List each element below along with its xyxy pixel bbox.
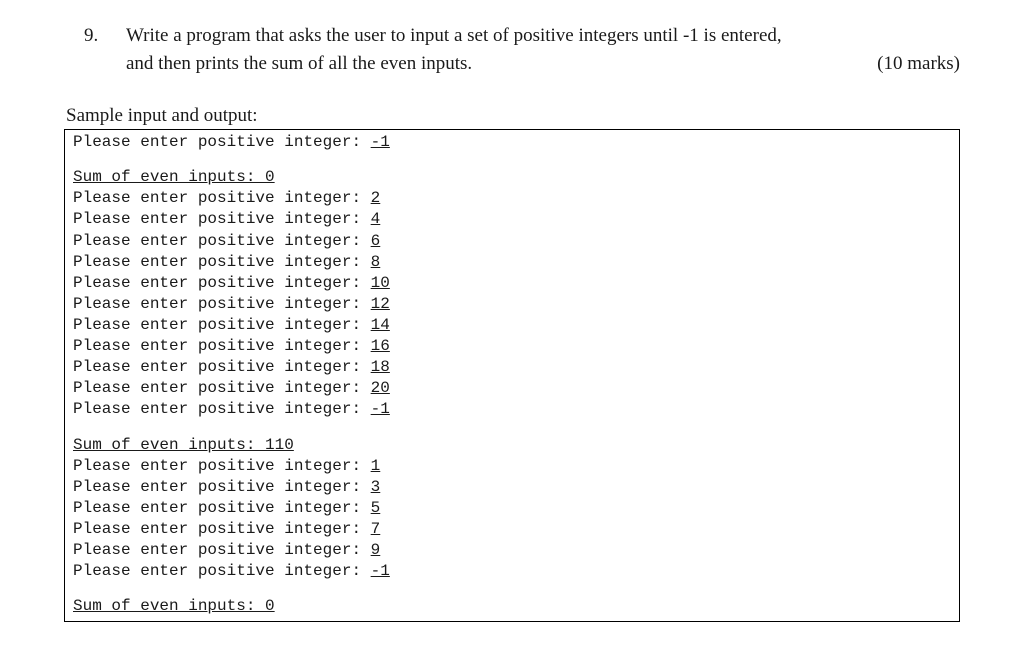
question-line-2-text: and then prints the sum of all the even …: [126, 50, 472, 78]
prompt-text: Please enter positive integer:: [73, 210, 371, 228]
prompt-text: Please enter positive integer:: [73, 478, 371, 496]
user-input: 16: [371, 337, 390, 355]
io-prompt-line: Please enter positive integer: 12: [73, 294, 951, 315]
io-prompt-line: Please enter positive integer: -1: [73, 399, 951, 420]
io-prompt-line: Please enter positive integer: 18: [73, 357, 951, 378]
user-input: 10: [371, 274, 390, 292]
prompt-text: Please enter positive integer:: [73, 541, 371, 559]
io-prompt-line: Please enter positive integer: 3: [73, 477, 951, 498]
sum-text: Sum of even inputs: 0: [73, 168, 275, 186]
io-prompt-line: Please enter positive integer: 20: [73, 378, 951, 399]
question-line-1: Write a program that asks the user to in…: [126, 22, 960, 50]
prompt-text: Please enter positive integer:: [73, 133, 371, 151]
question-number: 9.: [64, 22, 126, 50]
io-prompt-line: Please enter positive integer: 14: [73, 315, 951, 336]
user-input: 20: [371, 379, 390, 397]
sum-text: Sum of even inputs: 0: [73, 597, 275, 615]
prompt-text: Please enter positive integer:: [73, 316, 371, 334]
prompt-text: Please enter positive integer:: [73, 253, 371, 271]
user-input: -1: [371, 400, 390, 418]
sum-line: Sum of even inputs: 0: [73, 167, 951, 188]
question-text: Write a program that asks the user to in…: [126, 22, 960, 77]
io-prompt-line: Please enter positive integer: 8: [73, 252, 951, 273]
user-input: 6: [371, 232, 381, 250]
prompt-text: Please enter positive integer:: [73, 520, 371, 538]
prompt-text: Please enter positive integer:: [73, 358, 371, 376]
io-prompt-line: Please enter positive integer: -1: [73, 132, 951, 153]
user-input: -1: [371, 562, 390, 580]
user-input: 14: [371, 316, 390, 334]
prompt-text: Please enter positive integer:: [73, 274, 371, 292]
user-input: 18: [371, 358, 390, 376]
user-input: 12: [371, 295, 390, 313]
prompt-text: Please enter positive integer:: [73, 189, 371, 207]
prompt-text: Please enter positive integer:: [73, 232, 371, 250]
io-prompt-line: Please enter positive integer: 5: [73, 498, 951, 519]
prompt-text: Please enter positive integer:: [73, 379, 371, 397]
blank-line: [73, 582, 951, 596]
question-line-2: and then prints the sum of all the even …: [126, 50, 960, 78]
prompt-text: Please enter positive integer:: [73, 562, 371, 580]
sample-io-box: Please enter positive integer: -1 Sum of …: [64, 129, 960, 622]
io-prompt-line: Please enter positive integer: 7: [73, 519, 951, 540]
prompt-text: Please enter positive integer:: [73, 499, 371, 517]
io-prompt-line: Please enter positive integer: 9: [73, 540, 951, 561]
sum-line: Sum of even inputs: 110: [73, 435, 951, 456]
io-prompt-line: Please enter positive integer: -1: [73, 561, 951, 582]
io-prompt-line: Please enter positive integer: 10: [73, 273, 951, 294]
user-input: 9: [371, 541, 381, 559]
prompt-text: Please enter positive integer:: [73, 295, 371, 313]
question-block: 9. Write a program that asks the user to…: [64, 22, 960, 77]
prompt-text: Please enter positive integer:: [73, 337, 371, 355]
user-input: 7: [371, 520, 381, 538]
page: 9. Write a program that asks the user to…: [0, 0, 1024, 622]
user-input: 8: [371, 253, 381, 271]
io-prompt-line: Please enter positive integer: 2: [73, 188, 951, 209]
sum-line: Sum of even inputs: 0: [73, 596, 951, 617]
blank-line: [73, 153, 951, 167]
prompt-text: Please enter positive integer:: [73, 457, 371, 475]
io-prompt-line: Please enter positive integer: 6: [73, 231, 951, 252]
user-input: 1: [371, 457, 381, 475]
prompt-text: Please enter positive integer:: [73, 400, 371, 418]
sum-text: Sum of even inputs: 110: [73, 436, 294, 454]
user-input: 2: [371, 189, 381, 207]
user-input: 3: [371, 478, 381, 496]
user-input: 4: [371, 210, 381, 228]
io-prompt-line: Please enter positive integer: 16: [73, 336, 951, 357]
question-marks: (10 marks): [877, 50, 960, 78]
user-input: 5: [371, 499, 381, 517]
io-prompt-line: Please enter positive integer: 1: [73, 456, 951, 477]
sample-io-heading: Sample input and output:: [66, 105, 960, 127]
io-prompt-line: Please enter positive integer: 4: [73, 209, 951, 230]
blank-line: [73, 421, 951, 435]
user-input: -1: [371, 133, 390, 151]
